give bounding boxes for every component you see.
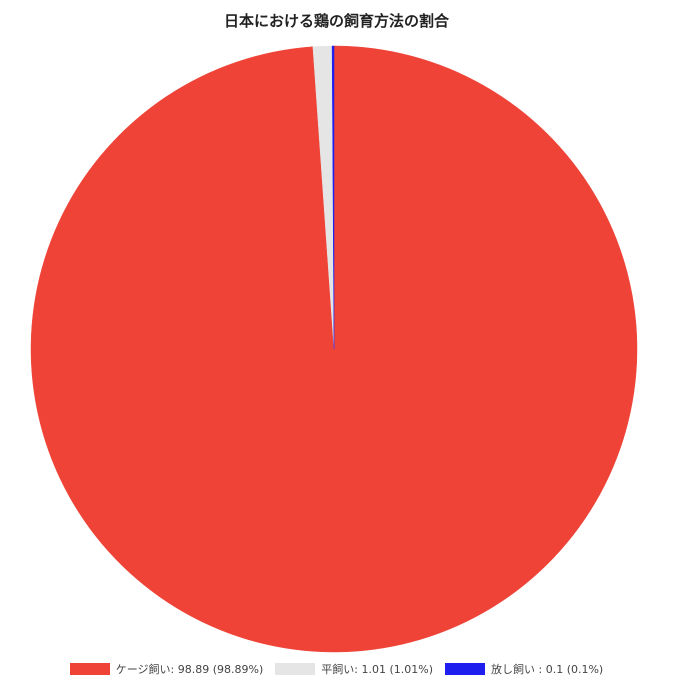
legend-label: 平飼い: 1.01 (1.01%) bbox=[321, 663, 433, 676]
legend-label: ケージ飼い: 98.89 (98.89%) bbox=[115, 663, 264, 676]
legend: ケージ飼い: 98.89 (98.89%) 平飼い: 1.01 (1.01%) 放し… bbox=[0, 661, 673, 677]
legend-label: 放し飼い : 0.1 (0.1%) bbox=[491, 663, 604, 676]
pie-slice-2 bbox=[331, 45, 335, 350]
legend-swatch bbox=[69, 663, 110, 675]
legend-item: ケージ飼い: 98.89 (98.89%) bbox=[69, 661, 264, 677]
legend-item: 放し飼い : 0.1 (0.1%) bbox=[445, 661, 603, 677]
legend-swatch bbox=[275, 663, 316, 675]
legend-item: 平飼い: 1.01 (1.01%) bbox=[275, 661, 433, 677]
legend-swatch bbox=[445, 663, 485, 675]
chart-title: 日本における鶏の飼育方法の割合 bbox=[223, 12, 449, 30]
